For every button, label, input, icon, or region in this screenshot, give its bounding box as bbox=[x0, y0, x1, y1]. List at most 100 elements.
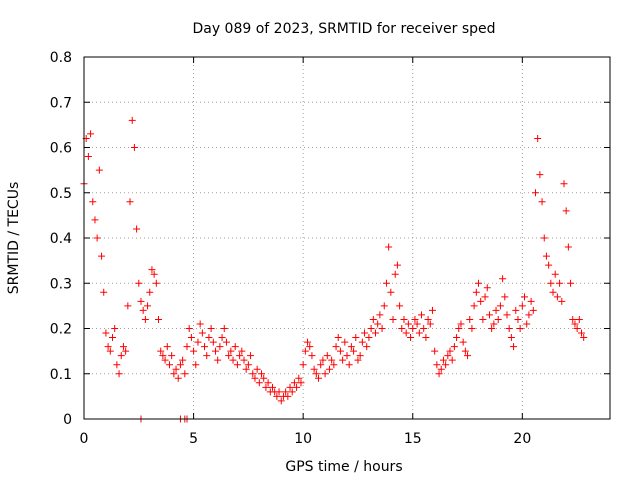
data-point bbox=[268, 383, 276, 391]
data-point bbox=[461, 347, 469, 355]
data-point bbox=[225, 352, 233, 360]
data-point bbox=[102, 329, 110, 337]
data-point bbox=[159, 352, 167, 360]
data-point bbox=[315, 374, 323, 382]
data-point bbox=[575, 315, 583, 323]
data-point bbox=[247, 352, 255, 360]
data-point bbox=[347, 343, 355, 351]
data-point bbox=[343, 352, 351, 360]
data-point bbox=[277, 397, 285, 405]
data-point bbox=[222, 338, 230, 346]
data-point bbox=[115, 370, 123, 378]
data-point bbox=[157, 347, 165, 355]
data-point bbox=[336, 347, 344, 355]
data-point bbox=[286, 383, 294, 391]
data-point bbox=[501, 293, 509, 301]
x-tick-label: 5 bbox=[189, 431, 198, 447]
data-point bbox=[472, 288, 480, 296]
data-point bbox=[155, 315, 163, 323]
data-point bbox=[475, 279, 482, 287]
data-point bbox=[209, 338, 217, 346]
data-point bbox=[258, 370, 266, 378]
data-point bbox=[220, 325, 228, 332]
data-point bbox=[174, 374, 182, 382]
data-point bbox=[477, 297, 485, 305]
data-point bbox=[387, 288, 395, 296]
x-tick-label: 20 bbox=[513, 431, 531, 447]
data-point bbox=[352, 334, 360, 342]
y-tick-label: 0.4 bbox=[50, 231, 72, 247]
data-point bbox=[91, 216, 99, 224]
data-point bbox=[172, 365, 180, 373]
data-point bbox=[413, 320, 421, 328]
data-point bbox=[306, 343, 314, 351]
data-point bbox=[236, 352, 244, 360]
data-point bbox=[187, 334, 195, 342]
data-point bbox=[251, 374, 259, 382]
data-point bbox=[428, 306, 436, 314]
data-point bbox=[534, 134, 542, 142]
data-point bbox=[108, 334, 116, 342]
data-point bbox=[510, 343, 518, 351]
data-point bbox=[453, 334, 461, 342]
data-point bbox=[385, 243, 393, 251]
x-tick-label: 10 bbox=[294, 431, 312, 447]
data-point bbox=[273, 392, 281, 400]
data-point bbox=[262, 383, 270, 391]
data-point bbox=[369, 315, 377, 323]
data-point bbox=[371, 329, 379, 337]
data-point bbox=[503, 311, 511, 319]
data-point bbox=[426, 320, 434, 328]
data-point bbox=[133, 225, 141, 233]
data-point bbox=[573, 325, 581, 332]
data-point bbox=[350, 347, 358, 355]
data-point bbox=[402, 329, 410, 337]
data-point bbox=[128, 116, 136, 124]
data-point bbox=[253, 365, 261, 373]
data-point bbox=[420, 325, 428, 332]
data-point bbox=[135, 279, 143, 287]
data-point bbox=[485, 311, 493, 319]
data-point bbox=[240, 356, 248, 364]
data-point bbox=[354, 356, 362, 364]
data-point bbox=[264, 379, 272, 387]
data-point bbox=[288, 388, 296, 396]
data-point bbox=[422, 334, 430, 342]
data-point bbox=[374, 320, 382, 328]
data-point bbox=[144, 302, 152, 310]
data-point bbox=[98, 252, 106, 260]
data-point bbox=[126, 198, 134, 206]
y-tick-label: 0.5 bbox=[50, 186, 72, 202]
data-point bbox=[290, 379, 298, 387]
x-tick-label: 0 bbox=[80, 431, 89, 447]
data-point bbox=[378, 325, 386, 332]
data-point bbox=[117, 352, 125, 360]
data-point bbox=[464, 352, 472, 360]
data-point bbox=[450, 343, 458, 351]
data-point bbox=[119, 343, 127, 351]
data-point bbox=[536, 171, 544, 179]
data-point bbox=[468, 325, 476, 332]
data-point bbox=[332, 343, 340, 351]
data-point bbox=[297, 379, 305, 387]
data-point bbox=[446, 347, 454, 355]
data-point bbox=[301, 347, 309, 355]
data-point bbox=[435, 370, 443, 378]
data-point bbox=[411, 315, 419, 323]
data-point bbox=[190, 347, 198, 355]
data-point bbox=[442, 361, 450, 369]
data-point bbox=[323, 352, 331, 360]
data-point bbox=[518, 302, 526, 310]
data-point bbox=[321, 370, 329, 378]
data-point bbox=[87, 130, 95, 138]
y-tick-label: 0.2 bbox=[50, 322, 72, 338]
data-point bbox=[89, 198, 97, 206]
data-point bbox=[293, 383, 301, 391]
data-point bbox=[494, 315, 502, 323]
data-point bbox=[490, 320, 498, 328]
data-point bbox=[334, 334, 342, 342]
data-point bbox=[163, 343, 171, 351]
data-point bbox=[255, 379, 263, 387]
data-point bbox=[556, 279, 564, 287]
data-point bbox=[319, 356, 327, 364]
